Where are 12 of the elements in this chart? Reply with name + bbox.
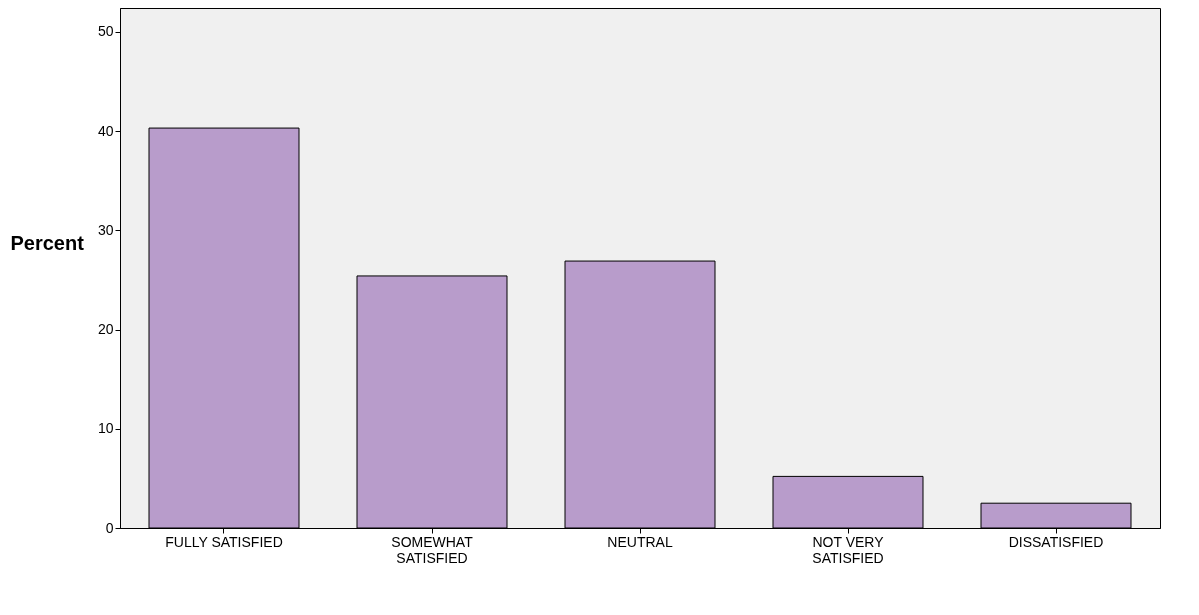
x-tick-label: FULLY SATISFIED [165, 533, 283, 550]
y-axis-title: Percent [10, 231, 85, 254]
x-tick-label: NEUTRAL [607, 533, 673, 550]
y-tick-label: 30 [97, 221, 114, 238]
x-tick-label: DISSATISFIED [1008, 533, 1104, 550]
y-tick-label: 0 [105, 519, 114, 536]
y-tick-label: 10 [97, 420, 114, 437]
y-tick-label: 20 [97, 321, 114, 338]
x-tick-label: NOT VERY SATISFIED [812, 533, 885, 566]
y-tick-label: 50 [97, 23, 114, 40]
y-tick-label: 40 [97, 122, 114, 139]
x-tick-label: SOMEWHAT SATISFIED [391, 533, 474, 566]
